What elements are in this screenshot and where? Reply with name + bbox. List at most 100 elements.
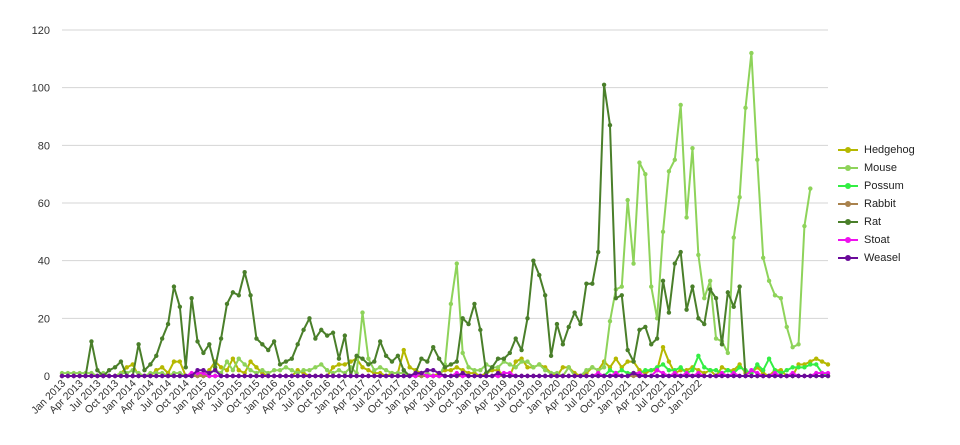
y-tick-label: 0: [44, 371, 50, 383]
data-point: [106, 368, 112, 373]
legend-item[interactable]: Hedgehog: [838, 141, 915, 159]
data-point: [495, 356, 501, 361]
data-point: [389, 359, 395, 364]
data-point: [495, 365, 501, 370]
data-point: [472, 368, 477, 373]
data-point: [271, 373, 277, 379]
data-point: [77, 373, 82, 379]
legend-swatch: [838, 217, 858, 227]
data-point: [136, 373, 141, 379]
data-point: [814, 373, 819, 379]
data-point: [713, 368, 719, 373]
data-point: [448, 373, 454, 379]
data-point: [654, 336, 660, 341]
data-point: [248, 359, 253, 364]
data-point: [537, 272, 542, 278]
data-point: [159, 373, 165, 379]
data-point: [266, 373, 271, 379]
data-point: [159, 365, 165, 370]
data-point: [731, 373, 736, 379]
legend-item[interactable]: Rat: [838, 213, 915, 231]
data-point: [395, 353, 401, 359]
data-point: [784, 373, 789, 379]
data-point: [360, 373, 365, 379]
data-point: [230, 368, 236, 373]
data-point: [372, 359, 377, 364]
data-point: [519, 373, 524, 379]
data-point: [301, 327, 306, 333]
data-point: [218, 373, 224, 379]
data-point: [436, 356, 442, 361]
data-point: [230, 373, 236, 379]
data-point: [654, 368, 660, 373]
data-point: [425, 373, 430, 379]
data-point: [725, 290, 731, 295]
data-point: [637, 373, 642, 379]
data-point: [213, 368, 218, 373]
data-point: [95, 368, 100, 373]
data-point: [201, 368, 206, 373]
data-point: [207, 342, 212, 347]
data-point: [702, 295, 707, 301]
legend-item[interactable]: Possum: [838, 177, 915, 195]
data-point: [436, 370, 442, 376]
data-point: [431, 368, 436, 373]
data-point: [95, 373, 100, 379]
data-point: [542, 373, 548, 379]
data-point: [719, 365, 725, 370]
legend-label: Hedgehog: [864, 144, 915, 156]
data-point: [737, 284, 742, 289]
data-point: [537, 362, 542, 367]
data-point: [366, 368, 371, 373]
data-point: [643, 368, 648, 373]
data-point: [313, 373, 318, 379]
data-point: [207, 370, 212, 376]
data-point: [760, 255, 766, 260]
data-point: [218, 336, 224, 341]
data-point: [678, 249, 683, 255]
data-point: [713, 373, 719, 379]
data-point: [625, 373, 630, 379]
legend-item[interactable]: Mouse: [838, 159, 915, 177]
data-point: [448, 301, 454, 307]
data-point: [401, 347, 406, 353]
data-point: [106, 373, 112, 379]
data-point: [336, 362, 342, 367]
data-point: [466, 365, 471, 370]
data-point: [643, 324, 648, 330]
legend-item[interactable]: Stoat: [838, 231, 915, 249]
data-point: [230, 356, 236, 361]
data-point: [678, 365, 683, 370]
data-point: [495, 370, 501, 376]
data-point: [666, 368, 672, 373]
data-point: [201, 350, 206, 356]
data-point: [236, 373, 241, 379]
legend-item[interactable]: Weasel: [838, 249, 915, 267]
data-point: [254, 373, 259, 379]
legend-swatch: [838, 181, 858, 191]
data-point: [165, 321, 171, 327]
data-point: [242, 373, 247, 379]
data-point: [637, 327, 642, 333]
data-point: [395, 373, 401, 379]
data-point: [696, 316, 701, 321]
data-point: [513, 359, 518, 364]
legend-item[interactable]: Rabbit: [838, 195, 915, 213]
data-point: [631, 261, 636, 266]
data-point: [159, 336, 165, 341]
data-point: [295, 373, 300, 379]
data-point: [778, 295, 784, 301]
data-point: [766, 278, 772, 284]
data-point: [578, 321, 583, 327]
data-point: [112, 365, 118, 370]
data-point: [625, 197, 630, 203]
data-point: [525, 373, 530, 379]
data-point: [324, 368, 330, 373]
data-point: [360, 365, 365, 370]
data-point: [802, 365, 807, 370]
data-point: [678, 102, 683, 108]
data-point: [737, 365, 742, 370]
data-point: [808, 373, 813, 379]
data-point: [283, 365, 289, 370]
